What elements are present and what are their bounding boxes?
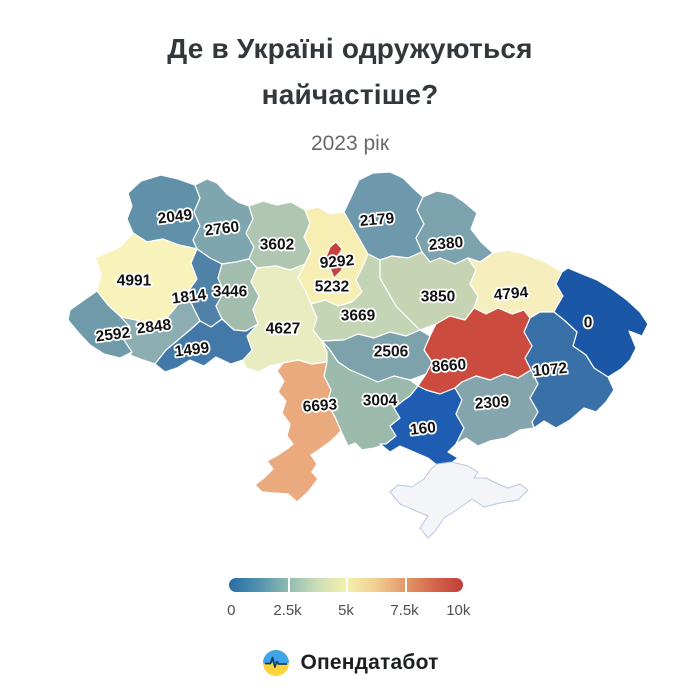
region-crimea	[389, 461, 529, 539]
label-luhansk: 0	[584, 315, 593, 332]
color-scale-legend: 0 2.5k 5k 7.5k 10k	[227, 578, 470, 620]
label-chernihiv: 2179	[359, 210, 395, 230]
label-zakarpattia: 2592	[95, 324, 131, 345]
label-zhytomyr: 3602	[260, 237, 294, 254]
label-dnipro: 8660	[431, 356, 467, 375]
page-title-line1: Де в Україні одружуються	[167, 33, 533, 64]
region-kharkiv	[467, 249, 564, 319]
region-odesa	[254, 359, 342, 503]
header: Де в Україні одружуються найчастіше? 202…	[0, 26, 700, 156]
legend-tick-10k: 10k	[446, 602, 471, 619]
label-khmelnytskyi: 3446	[213, 284, 248, 301]
legend-separator-25	[287, 578, 290, 592]
label-vinnytsia: 4627	[266, 321, 300, 338]
legend-tick-2-5k: 2.5k	[273, 602, 302, 619]
legend-tick-7-5k: 7.5k	[390, 602, 419, 619]
label-odesa: 6693	[302, 396, 338, 415]
label-zaporizhzhia: 2309	[474, 393, 510, 412]
legend-tick-0: 0	[227, 602, 236, 619]
label-kyiv-oblast: 5232	[315, 279, 349, 296]
legend-gradient-bar	[229, 578, 463, 592]
region-kyiv-city	[325, 241, 346, 279]
label-lviv: 4991	[117, 273, 152, 290]
region-luhansk	[553, 267, 649, 378]
label-poltava: 3850	[421, 289, 455, 306]
label-kirovohrad: 2506	[374, 344, 409, 361]
legend-separator-75	[404, 578, 407, 592]
region-shapes	[67, 171, 649, 539]
label-kharkiv: 4794	[493, 284, 529, 304]
region-zhytomyr	[245, 200, 312, 271]
label-donetsk: 1072	[532, 360, 568, 381]
legend-ticks: 0 2.5k 5k 7.5k 10k	[227, 602, 470, 620]
region-sumy	[415, 190, 494, 265]
legend-tick-5k: 5k	[338, 602, 354, 619]
opendatabot-logo-icon	[263, 650, 290, 676]
region-chernivtsi	[154, 318, 259, 373]
footer-brand: Опендатабот	[0, 648, 700, 678]
label-sumy: 2380	[428, 234, 464, 254]
label-cherkasy: 3669	[341, 308, 376, 325]
legend-separator-50	[346, 578, 348, 592]
brand-name: Опендатабот	[300, 651, 439, 674]
label-mykolaiv: 3004	[363, 393, 398, 410]
label-kherson: 160	[409, 419, 437, 439]
region-zaporizhzhia	[454, 369, 539, 447]
page-subtitle: 2023 рік	[310, 132, 390, 155]
label-kyiv-city: 9292	[319, 252, 355, 272]
page-title-line2: найчастіше?	[261, 79, 439, 110]
